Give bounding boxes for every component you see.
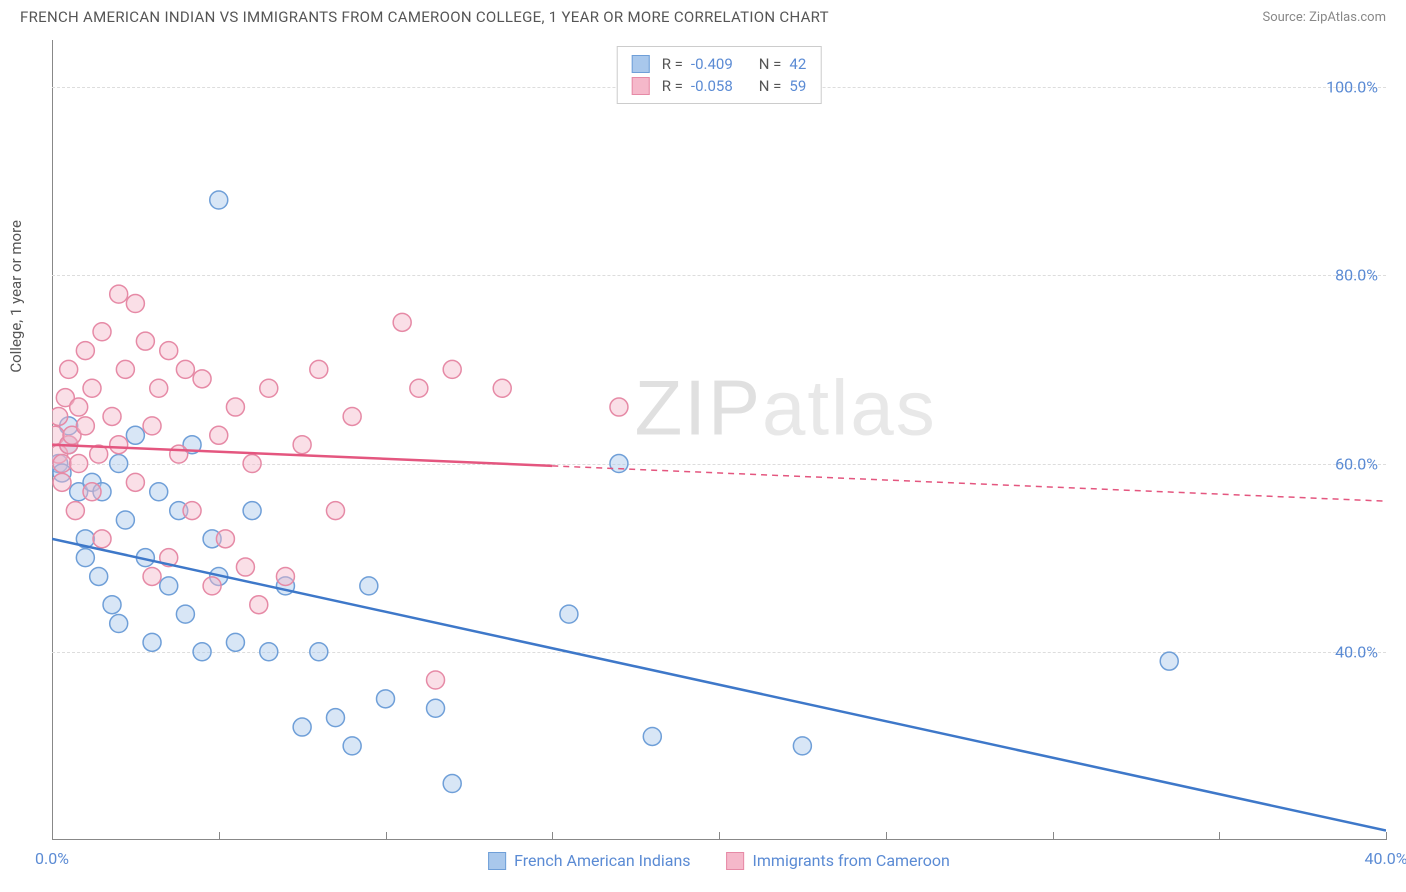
data-point bbox=[70, 455, 88, 473]
data-point bbox=[126, 473, 144, 491]
data-point bbox=[203, 577, 221, 595]
data-point bbox=[150, 483, 168, 501]
data-point bbox=[93, 323, 111, 341]
data-point bbox=[326, 502, 344, 520]
data-point bbox=[1160, 652, 1178, 670]
data-point bbox=[276, 567, 294, 585]
data-point bbox=[226, 398, 244, 416]
data-point bbox=[393, 313, 411, 331]
y-axis-title: College, 1 year or more bbox=[7, 220, 25, 373]
data-point bbox=[83, 483, 101, 501]
data-point bbox=[410, 379, 428, 397]
data-point bbox=[76, 549, 94, 567]
data-point bbox=[493, 379, 511, 397]
data-point bbox=[126, 426, 144, 444]
data-point bbox=[310, 360, 328, 378]
legend-item-series2: Immigrants from Cameroon bbox=[727, 851, 950, 870]
data-point bbox=[143, 633, 161, 651]
chart-title: FRENCH AMERICAN INDIAN VS IMMIGRANTS FRO… bbox=[20, 8, 829, 26]
data-point bbox=[610, 455, 628, 473]
data-point bbox=[93, 530, 111, 548]
data-point bbox=[176, 605, 194, 623]
data-point bbox=[260, 643, 278, 661]
data-point bbox=[103, 407, 121, 425]
data-point bbox=[193, 643, 211, 661]
source-attribution: Source: ZipAtlas.com bbox=[1262, 10, 1386, 25]
data-point bbox=[76, 342, 94, 360]
data-point bbox=[110, 436, 128, 454]
data-point bbox=[193, 370, 211, 388]
data-point bbox=[377, 690, 395, 708]
data-point bbox=[343, 407, 361, 425]
data-point bbox=[116, 360, 134, 378]
legend-row-series2: R = -0.058 N = 59 bbox=[632, 75, 807, 97]
data-point bbox=[90, 567, 108, 585]
data-point bbox=[136, 332, 154, 350]
data-point bbox=[116, 511, 134, 529]
data-point bbox=[83, 379, 101, 397]
swatch-series1 bbox=[632, 55, 650, 73]
data-point bbox=[236, 558, 254, 576]
data-point bbox=[150, 379, 168, 397]
data-point bbox=[310, 643, 328, 661]
series-legend: French American Indians Immigrants from … bbox=[488, 851, 950, 870]
data-point bbox=[243, 455, 261, 473]
data-point bbox=[52, 407, 68, 425]
swatch-icon bbox=[727, 852, 745, 870]
x-tick bbox=[1386, 832, 1387, 840]
data-point bbox=[427, 699, 445, 717]
data-point bbox=[53, 455, 71, 473]
data-point bbox=[443, 775, 461, 793]
data-point bbox=[170, 445, 188, 463]
data-point bbox=[143, 417, 161, 435]
scatter-svg bbox=[52, 40, 1386, 840]
data-point bbox=[643, 727, 661, 745]
x-tick-label: 0.0% bbox=[35, 849, 69, 868]
data-point bbox=[293, 718, 311, 736]
trend-line bbox=[52, 539, 1386, 831]
data-point bbox=[343, 737, 361, 755]
legend-row-series1: R = -0.409 N = 42 bbox=[632, 53, 807, 75]
data-point bbox=[610, 398, 628, 416]
data-point bbox=[110, 285, 128, 303]
data-point bbox=[110, 615, 128, 633]
data-point bbox=[360, 577, 378, 595]
swatch-icon bbox=[488, 852, 506, 870]
data-point bbox=[260, 379, 278, 397]
data-point bbox=[326, 709, 344, 727]
data-point bbox=[143, 567, 161, 585]
data-point bbox=[176, 360, 194, 378]
data-point bbox=[250, 596, 268, 614]
data-point bbox=[210, 426, 228, 444]
legend-item-series1: French American Indians bbox=[488, 851, 690, 870]
data-point bbox=[216, 530, 234, 548]
data-point bbox=[126, 295, 144, 313]
data-point bbox=[443, 360, 461, 378]
data-point bbox=[66, 502, 84, 520]
data-point bbox=[110, 455, 128, 473]
data-point bbox=[160, 342, 178, 360]
data-point bbox=[793, 737, 811, 755]
data-point bbox=[210, 191, 228, 209]
data-point bbox=[160, 577, 178, 595]
data-point bbox=[226, 633, 244, 651]
data-point bbox=[560, 605, 578, 623]
data-point bbox=[103, 596, 121, 614]
data-point bbox=[53, 473, 71, 491]
x-tick-label: 40.0% bbox=[1365, 849, 1406, 868]
data-point bbox=[70, 398, 88, 416]
trend-line-extrapolated bbox=[552, 466, 1386, 501]
swatch-series2 bbox=[632, 77, 650, 95]
data-point bbox=[60, 360, 78, 378]
chart-plot-area: College, 1 year or more ZIPatlas R = -0.… bbox=[52, 40, 1386, 840]
data-point bbox=[76, 417, 94, 435]
data-point bbox=[293, 436, 311, 454]
data-point bbox=[243, 502, 261, 520]
data-point bbox=[183, 502, 201, 520]
correlation-legend: R = -0.409 N = 42 R = -0.058 N = 59 bbox=[617, 46, 822, 104]
data-point bbox=[427, 671, 445, 689]
